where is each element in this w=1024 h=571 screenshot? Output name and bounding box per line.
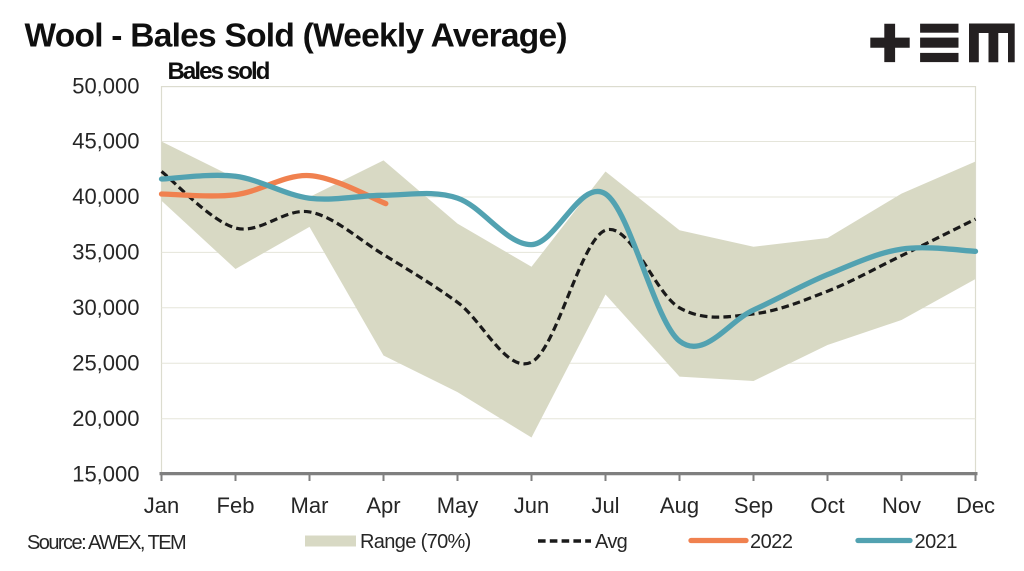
svg-text:Jul: Jul [591,493,619,518]
svg-text:25,000: 25,000 [72,350,139,375]
svg-text:Bales sold: Bales sold [168,58,270,85]
svg-text:Apr: Apr [366,493,400,518]
svg-text:35,000: 35,000 [72,240,139,265]
svg-text:2022: 2022 [750,531,793,553]
svg-text:May: May [437,493,479,518]
svg-text:Sep: Sep [734,493,773,518]
svg-text:50,000: 50,000 [72,73,139,98]
svg-text:Mar: Mar [291,493,329,518]
svg-text:2021: 2021 [915,531,958,553]
svg-text:20,000: 20,000 [72,406,139,431]
svg-text:Nov: Nov [882,493,921,518]
svg-text:40,000: 40,000 [72,184,139,209]
svg-text:Aug: Aug [660,493,699,518]
svg-text:Avg: Avg [595,531,627,553]
svg-text:Jan: Jan [144,493,179,518]
svg-text:Wool - Bales Sold (Weekly Aver: Wool - Bales Sold (Weekly Average) [25,18,567,55]
svg-text:Range (70%): Range (70%) [360,531,471,553]
svg-text:Source: AWEX, TEM: Source: AWEX, TEM [27,532,186,554]
svg-text:Jun: Jun [514,493,549,518]
svg-text:15,000: 15,000 [72,461,139,486]
svg-text:Feb: Feb [217,493,255,518]
svg-text:Dec: Dec [956,493,995,518]
svg-text:30,000: 30,000 [72,295,139,320]
svg-text:Oct: Oct [810,493,844,518]
svg-text:45,000: 45,000 [72,129,139,154]
